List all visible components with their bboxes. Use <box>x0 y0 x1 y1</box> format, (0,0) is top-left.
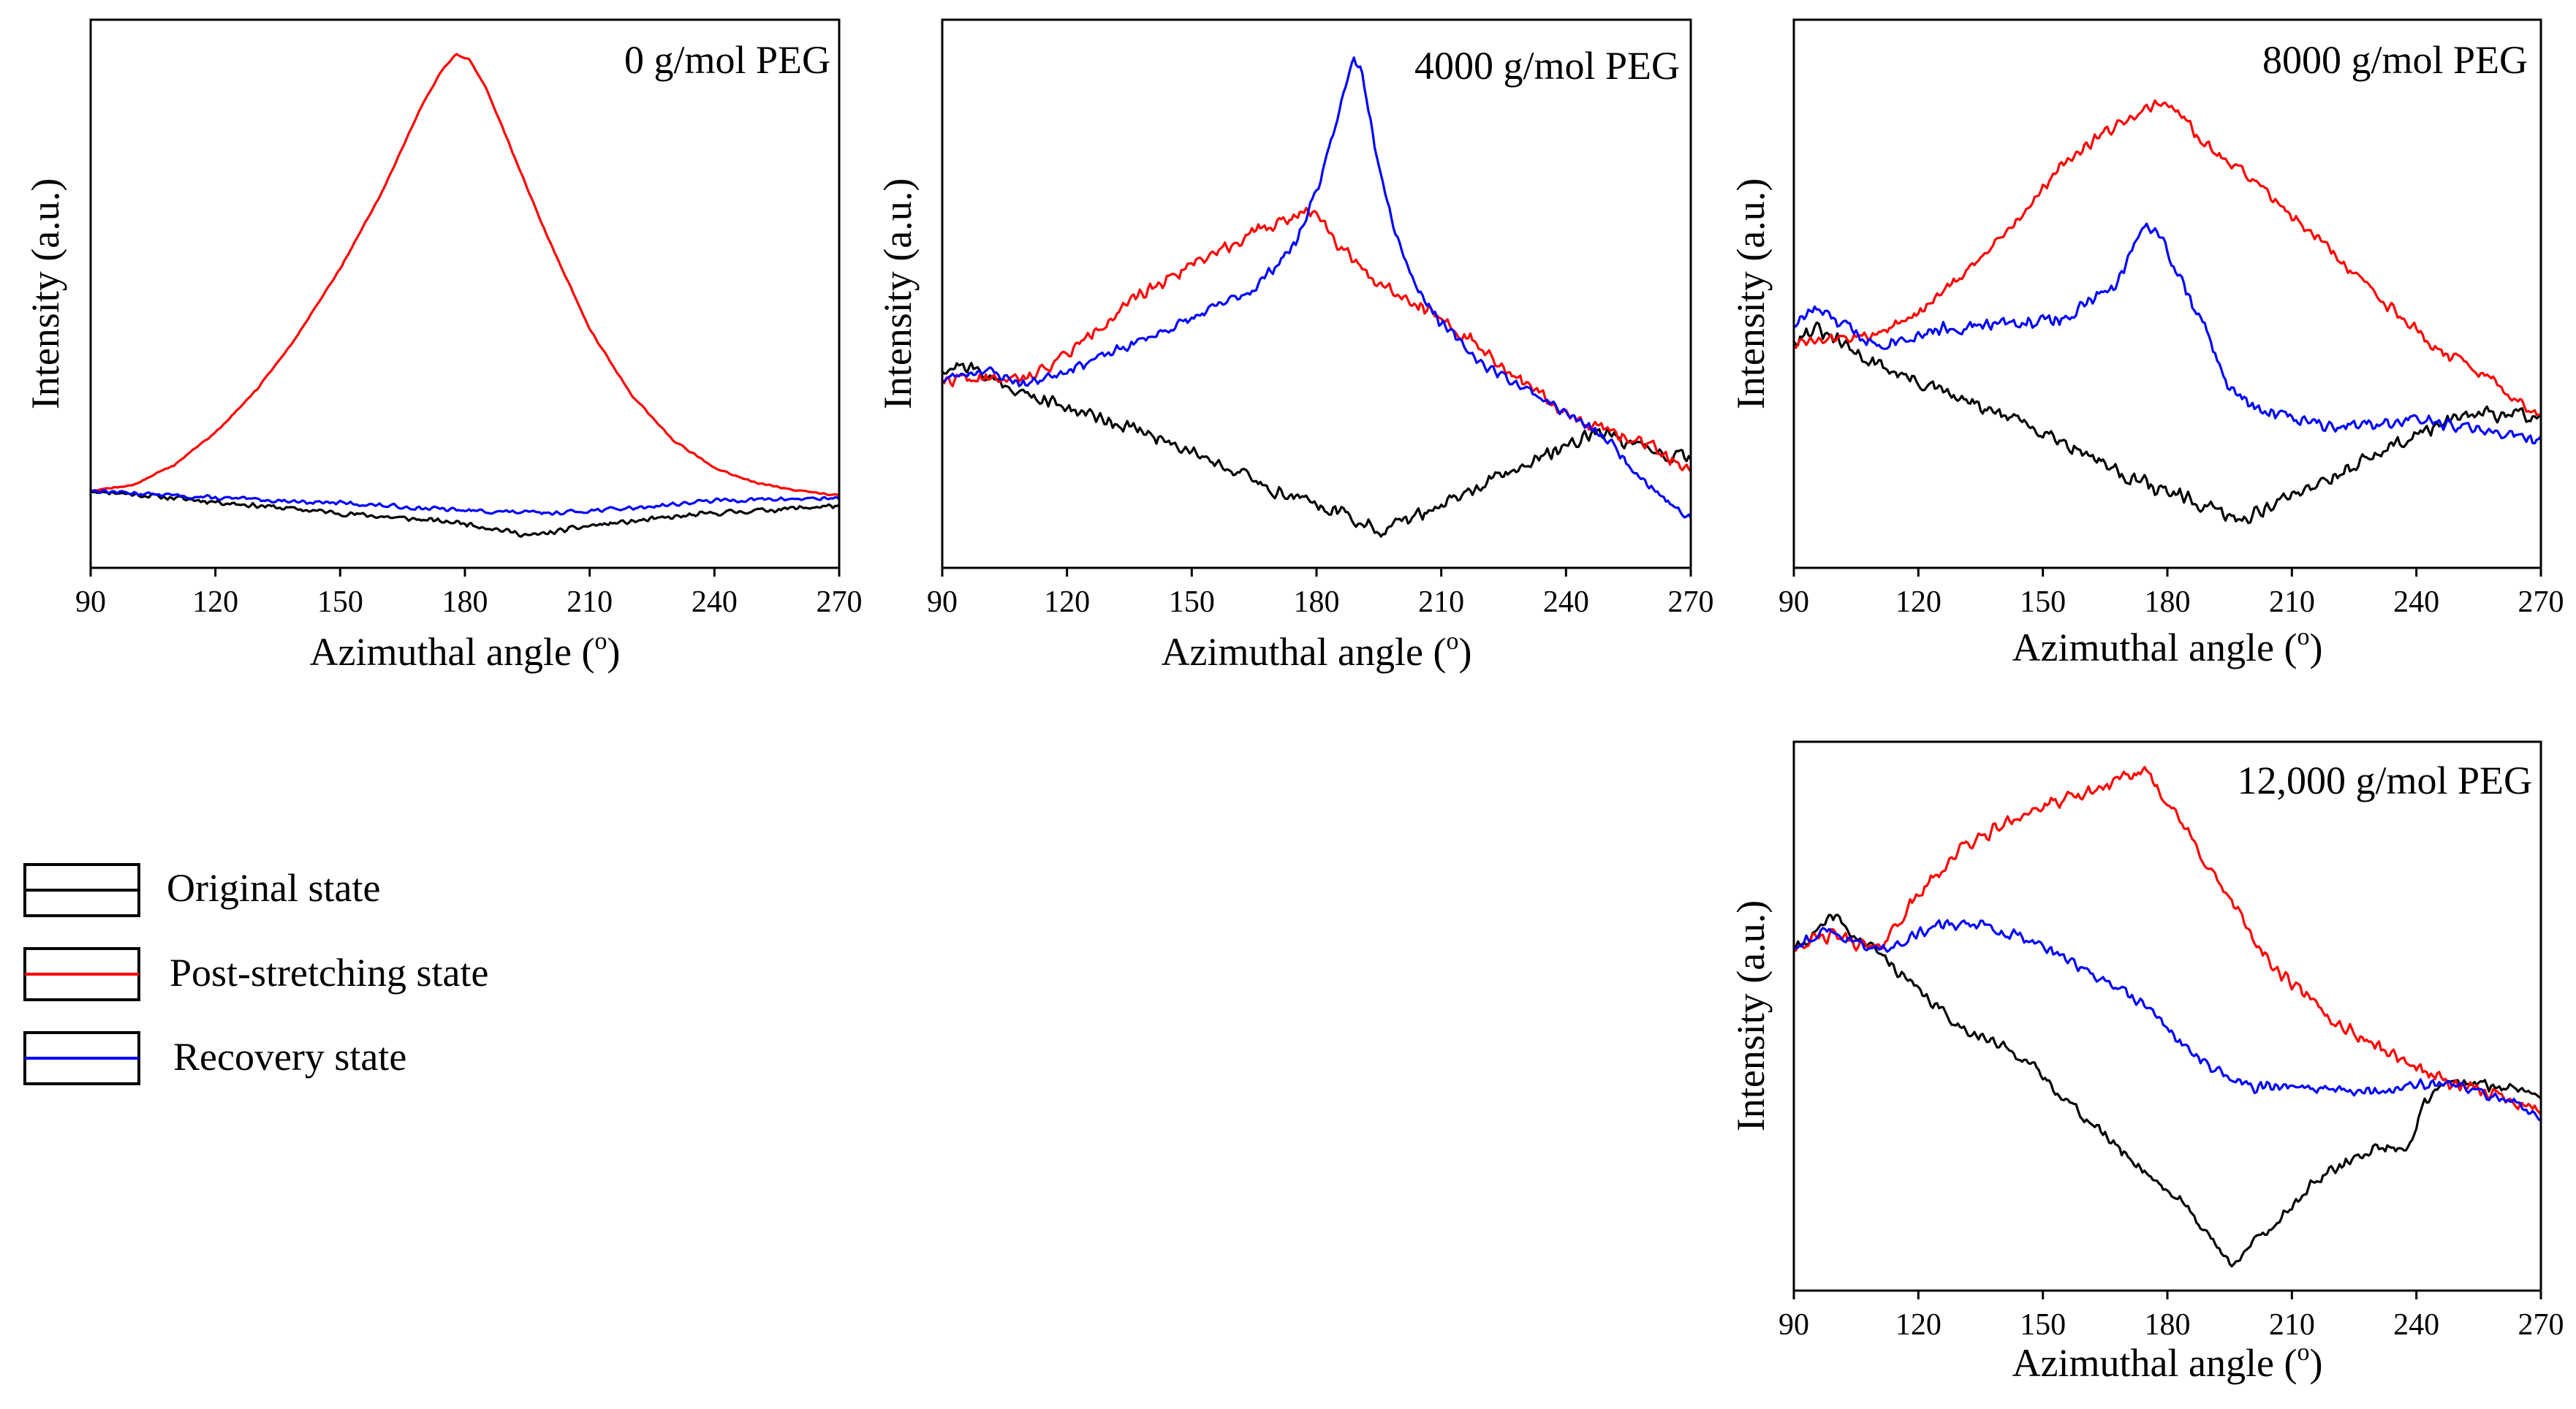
x-tick-label: 210 <box>2269 585 2315 619</box>
series-line-original-state <box>1792 914 2542 1268</box>
panel-2-y-axis-label: Intensity (a.u.) <box>876 178 920 409</box>
x-tick-label: 240 <box>2393 585 2439 619</box>
panel-4-y-axis-label: Intensity (a.u.) <box>1729 900 1773 1131</box>
series-line-recovery-state <box>90 489 841 516</box>
x-tick-label: 210 <box>1418 585 1464 619</box>
x-tick-label: 90 <box>1778 1308 1809 1342</box>
panel-2-x-axis-label: Azimuthal angle (o) <box>1162 628 1472 674</box>
x-tick-label: 210 <box>567 585 613 619</box>
panel-4-title: 12,000 g/mol PEG <box>2237 759 2532 802</box>
legend-label: Recovery state <box>173 1035 406 1079</box>
x-tick-label: 120 <box>1895 585 1942 619</box>
panel-1-y-axis-label: Intensity (a.u.) <box>23 178 67 409</box>
x-tick-label: 270 <box>2518 1308 2564 1342</box>
panel-4-plot-frame <box>1792 740 2542 1292</box>
series-line-post-stretching-state <box>90 53 840 497</box>
x-tick-label: 180 <box>2145 585 2191 619</box>
x-tick-label: 180 <box>442 585 488 619</box>
panel-2-x-ticks: 90 120 150 180 210 240 270 <box>927 568 1714 619</box>
x-tick-label: 180 <box>2145 1308 2191 1342</box>
legend-item-post-stretching-state: Post-stretching state <box>23 947 488 1001</box>
x-tick-label: 150 <box>2020 1308 2066 1342</box>
x-tick-label: 270 <box>817 585 863 619</box>
panel-3-x-ticks: 90 120 150 180 210 240 270 <box>1778 568 2564 619</box>
series-line-recovery-state <box>1793 222 2542 445</box>
x-tick-label: 90 <box>927 585 958 619</box>
series-line-post-stretching-state <box>1792 99 2542 417</box>
x-tick-label: 240 <box>692 585 738 619</box>
series-line-recovery-state <box>942 56 1692 519</box>
panel-4000-g-mol-peg: 90 120 150 180 210 240 270 4000 g/mol PEG Azim… <box>876 18 1714 674</box>
legend-label: Original state <box>167 866 380 910</box>
panel-12000-g-mol-peg: 90 120 150 180 210 240 270 12,000 g/mol PEG Az… <box>1729 740 2564 1385</box>
legend-item-recovery-state: Recovery state <box>23 1031 406 1085</box>
x-tick-label: 210 <box>2269 1308 2315 1342</box>
panel-8000-g-mol-peg: 90 120 150 180 210 240 270 8000 g/mol PEG Azim… <box>1729 18 2564 669</box>
x-tick-label: 90 <box>1778 585 1809 619</box>
x-tick-label: 270 <box>2518 585 2564 619</box>
legend-label: Post-stretching state <box>170 951 488 995</box>
series-line-post-stretching-state <box>942 207 1692 473</box>
panel-1-x-axis-label: Azimuthal angle (o) <box>310 628 621 674</box>
series-line-original-state <box>90 488 840 538</box>
x-tick-label: 240 <box>1543 585 1589 619</box>
x-tick-label: 150 <box>2020 585 2066 619</box>
x-tick-label: 270 <box>1668 585 1714 619</box>
panel-3-title: 8000 g/mol PEG <box>2262 38 2528 82</box>
panel-0-g-mol-peg: 90 120 150 180 210 240 270 0 g/mol PEG Azimuth… <box>23 18 863 674</box>
panel-2-plot-frame <box>941 18 1692 569</box>
panel-1-title: 0 g/mol PEG <box>624 38 830 82</box>
series-line-original-state <box>941 362 1692 538</box>
panel-3-series <box>1792 99 2542 525</box>
series-line-original-state <box>1792 321 2542 525</box>
x-tick-label: 150 <box>317 585 363 619</box>
x-tick-label: 240 <box>2393 1308 2439 1342</box>
panel-1-x-ticks: 90 120 150 180 210 240 270 <box>75 568 863 619</box>
x-tick-label: 150 <box>1169 585 1215 619</box>
x-tick-label: 120 <box>1044 585 1090 619</box>
panel-3-plot-frame <box>1792 18 2542 569</box>
legend-item-original-state: Original state <box>23 863 380 917</box>
series-line-post-stretching-state <box>1792 766 2542 1116</box>
panel-1-series <box>90 53 841 538</box>
panel-2-series <box>941 56 1692 538</box>
panel-4-x-ticks: 90 120 150 180 210 240 270 <box>1778 1291 2564 1342</box>
panel-1-plot-frame <box>89 18 841 569</box>
panel-3-x-axis-label: Azimuthal angle (o) <box>2012 623 2323 669</box>
x-tick-label: 120 <box>1895 1308 1942 1342</box>
x-tick-label: 90 <box>75 585 106 619</box>
panel-4-series <box>1792 766 2542 1268</box>
panel-3-y-axis-label: Intensity (a.u.) <box>1729 178 1773 409</box>
x-tick-label: 120 <box>192 585 238 619</box>
x-tick-label: 180 <box>1294 585 1340 619</box>
series-line-recovery-state <box>1793 919 2542 1122</box>
panel-4-x-axis-label: Azimuthal angle (o) <box>2012 1339 2323 1385</box>
legend: Original state Post-stretching state Rec… <box>23 863 488 1085</box>
panel-2-title: 4000 g/mol PEG <box>1414 44 1680 88</box>
